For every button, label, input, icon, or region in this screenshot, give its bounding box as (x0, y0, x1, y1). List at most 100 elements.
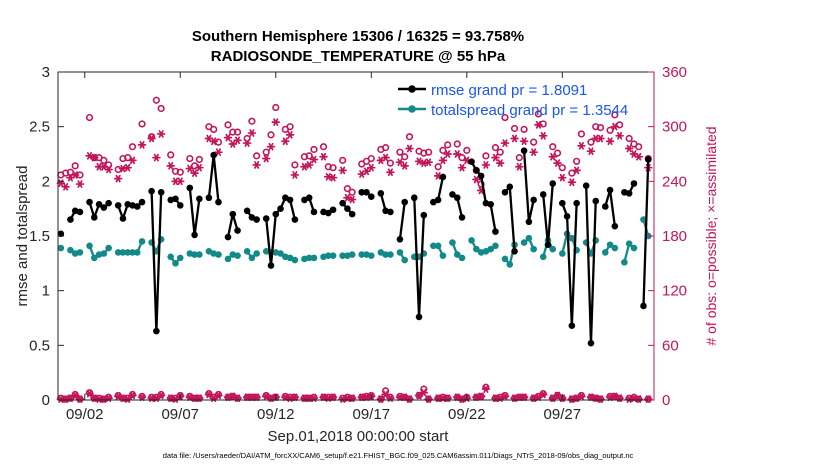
rmse-point (67, 216, 74, 223)
asterisk-stroke (125, 395, 131, 403)
spread-point (129, 249, 136, 256)
asterisk-stroke (454, 393, 460, 402)
rmse-point (153, 327, 160, 335)
asterisk-stroke (363, 167, 370, 176)
obs-possible-marker (71, 162, 79, 170)
y-tick-label: 2 (42, 173, 50, 190)
obs-assimilated-marker (290, 171, 300, 179)
asterisk-stroke (273, 118, 279, 126)
rmse-point (305, 194, 313, 202)
asterisk-stroke (521, 393, 527, 402)
obs-assimilated-marker (209, 137, 218, 146)
obs-assimilated-marker (166, 162, 175, 170)
obs-assimilated-marker (90, 153, 99, 162)
spread-point (339, 252, 346, 259)
obs-possible-marker (138, 392, 146, 400)
obs-assimilated-marker (185, 393, 195, 402)
rmse-point (148, 187, 155, 195)
asterisk-stroke (139, 393, 145, 402)
asterisk-stroke (636, 152, 642, 161)
obs-possible-marker (539, 120, 547, 128)
asterisk-stroke (631, 150, 637, 158)
asterisk-stroke (254, 393, 260, 402)
rmse-point (291, 216, 299, 223)
spread-point (329, 252, 337, 259)
asterisk-stroke (383, 153, 389, 162)
asterisk-stroke (263, 154, 269, 163)
asterisk-stroke (387, 168, 393, 177)
rmse-point (86, 198, 93, 206)
obs-assimilated-marker (338, 395, 347, 403)
rmse-point (196, 195, 203, 203)
asterisk-stroke (497, 159, 503, 167)
obs-assimilated-marker (190, 169, 199, 177)
rmse-point (95, 200, 103, 208)
rmse-point (157, 188, 165, 196)
obs-possible-marker (248, 117, 256, 125)
rmse-point (487, 200, 494, 208)
asterisk-stroke (63, 395, 69, 403)
y-axis-right: 0 60 120 180 240 300 360 (648, 64, 687, 409)
rmse-point (344, 205, 351, 212)
asterisk-stroke (483, 161, 489, 169)
obs-possible-marker (195, 155, 203, 164)
asterisk-stroke (139, 141, 145, 149)
obs-possible-marker (444, 141, 452, 149)
chart-title: Southern Hemisphere 15306 / 16325 = 93.7… (192, 28, 524, 45)
asterisk-stroke (158, 391, 164, 400)
rmse-point (501, 188, 509, 196)
asterisk-stroke (512, 134, 518, 143)
spread-point (348, 251, 356, 258)
asterisk-stroke (559, 173, 565, 182)
asterisk-stroke (426, 158, 432, 167)
obs-possible-marker (534, 110, 543, 118)
obs-possible-marker (396, 148, 404, 156)
rmse-point (587, 339, 595, 347)
spread-point (492, 242, 499, 250)
asterisk-stroke (215, 148, 222, 156)
obs-possible-marker (329, 164, 337, 172)
rmse-point (630, 180, 638, 187)
asterisk-stroke (612, 392, 618, 401)
obs-possible-marker (386, 159, 394, 167)
asterisk-stroke (421, 388, 427, 397)
spread-point (196, 251, 203, 258)
obs-assimilated-marker (252, 393, 261, 402)
spread-point (277, 250, 284, 257)
y-tick-label: 0.5 (29, 337, 50, 354)
asterisk-stroke (153, 153, 159, 162)
obs-possible-marker (138, 120, 146, 128)
obs-assimilated-marker (443, 150, 452, 158)
asterisk-stroke (311, 155, 317, 164)
spread-point (387, 251, 394, 258)
obs-assimilated-marker (624, 144, 634, 153)
obs-assimilated-marker (195, 163, 204, 172)
asterisk-stroke (263, 392, 269, 401)
rmse-point (138, 198, 146, 206)
asterisk-stroke (483, 385, 489, 393)
obs-assimilated-marker (290, 393, 300, 402)
obs-assimilated-marker (457, 163, 467, 172)
y-axis-label: rmse and totalspread (14, 166, 31, 307)
asterisk-stroke (106, 165, 112, 174)
rmse-point (76, 208, 84, 216)
obs-possible-marker (186, 154, 194, 163)
obs-assimilated-marker (405, 144, 414, 153)
asterisk-stroke (502, 139, 508, 147)
rmse-point (234, 227, 241, 234)
obs-assimilated-marker (438, 156, 448, 165)
obs-assimilated-marker (481, 385, 491, 393)
asterisk-stroke (330, 173, 336, 182)
obs-assimilated-marker (367, 163, 376, 172)
spread-point (243, 248, 251, 255)
asterisk-stroke (72, 171, 78, 179)
asterisk-stroke (292, 171, 298, 179)
asterisk-stroke (626, 144, 632, 153)
asterisk-stroke (492, 153, 498, 162)
spread-point (621, 258, 628, 266)
obs-assimilated-marker (61, 395, 70, 403)
spread-point (506, 261, 514, 268)
rmse-point (473, 167, 480, 174)
spread-point (487, 245, 494, 253)
obs-assimilated-marker (147, 134, 156, 143)
